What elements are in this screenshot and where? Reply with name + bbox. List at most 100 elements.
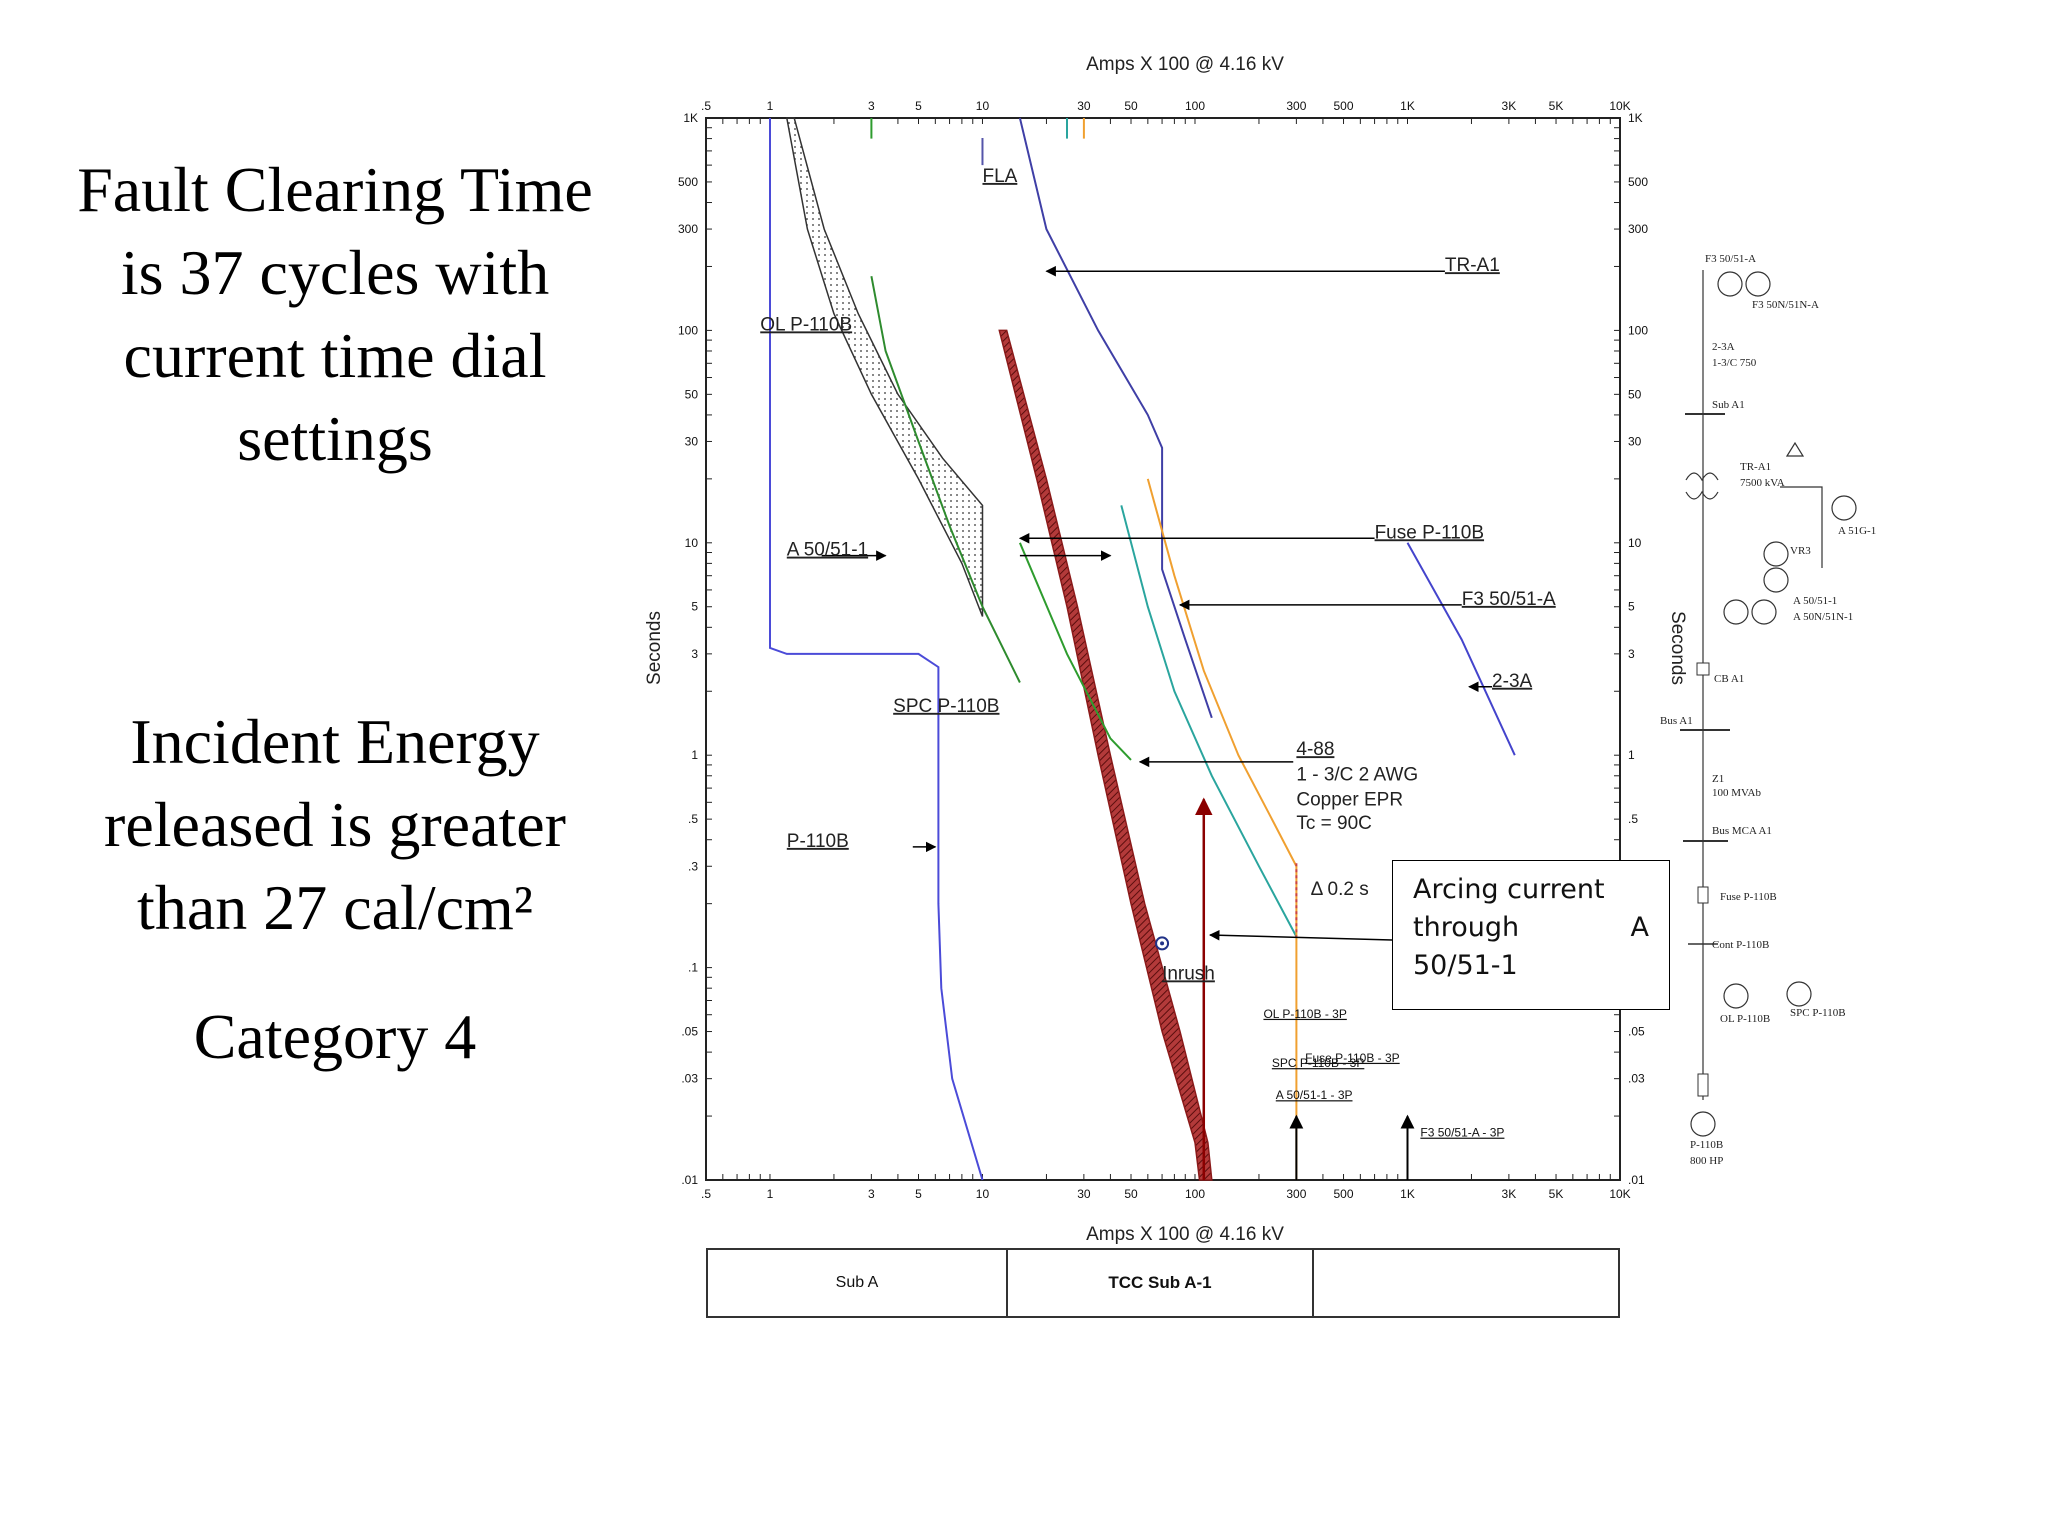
y-tick-label-left: .1: [688, 961, 698, 975]
inrush-point: [1155, 936, 1170, 951]
chart-annotation: F3 50/51-A: [1462, 589, 1556, 610]
relay-icon: [1763, 567, 1789, 593]
motor-icon: [1690, 1111, 1716, 1137]
x-tick-label-top: .5: [701, 99, 711, 113]
chart-annotation: SPC P-110B: [893, 696, 999, 717]
fault-clearing-line: is 37 cycles with: [120, 237, 550, 308]
series-layer: [769, 117, 1516, 1181]
one-line-label: TR-A1: [1740, 461, 1771, 473]
y-tick-label-left: 1: [691, 748, 698, 762]
one-line-label: 7500 kVA: [1740, 477, 1785, 489]
x-tick-label-top: 10K: [1609, 99, 1630, 113]
one-line-label: A 50N/51N-1: [1793, 611, 1853, 623]
one-line-label: A 51G-1: [1838, 525, 1876, 537]
delta-icon: [1785, 441, 1805, 457]
y-axis-label-left: Seconds: [644, 611, 665, 685]
category-text: Category 4: [193, 1001, 477, 1072]
relay-icon: [1831, 495, 1857, 521]
one-line-label: Bus MCA A1: [1712, 825, 1772, 837]
incident-energy-line: Incident Energy: [130, 706, 540, 777]
relay-icon: [1751, 599, 1777, 625]
incident-energy-line: released is greater: [104, 789, 566, 860]
chart-annotation: A 50/51-1: [787, 540, 868, 561]
curve-3p-label: F3 50/51-A - 3P: [1420, 1126, 1504, 1140]
y-tick-label-right: .03: [1628, 1072, 1645, 1086]
footer-blank-cell: [1314, 1248, 1620, 1318]
y-tick-label-right: 1K: [1628, 111, 1643, 125]
one-line-label: SPC P-110B: [1790, 1007, 1846, 1019]
chart-annotation: FLA: [982, 166, 1017, 187]
y-tick-label-right: 50: [1628, 387, 1642, 401]
chart-annotation: 2-3A: [1492, 671, 1532, 692]
curve-a50-51-1-main: [1018, 542, 1132, 761]
x-tick-label-top: 5: [915, 99, 922, 113]
x-tick-label-top: 3: [868, 99, 875, 113]
curve-p110b: [769, 118, 984, 1181]
y-tick-label-left: 1K: [683, 111, 698, 125]
inrush-point-center: [1160, 941, 1165, 946]
x-tick-label-bottom: 500: [1334, 1187, 1354, 1201]
y-tick-label-left: 3: [691, 647, 698, 661]
x-tick-label-bottom: 10: [976, 1187, 990, 1201]
arc-line-1: Arcing current: [1413, 874, 1605, 905]
y-tick-label-left: .01: [681, 1173, 698, 1187]
one-line-label: 1-3/C 750: [1712, 357, 1757, 369]
one-line-label: P-110B: [1690, 1139, 1723, 1151]
one-line-label: 2-3A: [1712, 341, 1735, 353]
x-tick-label-top: 300: [1286, 99, 1306, 113]
annotation-layer: FLA TR-A1 OL P-110B Fuse P-110B A 50/51-1 F3 …: [760, 166, 1556, 1140]
y-tick-label-left: 30: [685, 434, 699, 448]
y-axis-label-right: Seconds: [1667, 611, 1688, 685]
x-tick-label-top: 3K: [1502, 99, 1517, 113]
cable-icon: [1697, 1073, 1709, 1097]
fault-clearing-line: Fault Clearing Time: [77, 154, 593, 225]
y-tick-label-right: 300: [1628, 222, 1648, 236]
y-tick-label-right: 1: [1628, 748, 1635, 762]
x-tick-label-top: 30: [1077, 99, 1091, 113]
y-tick-label-left: 10: [685, 536, 699, 550]
curve-3p-label: A 50/51-1 - 3P: [1276, 1088, 1353, 1102]
relay-icon: [1723, 983, 1749, 1009]
x-tick-label-top: 1K: [1400, 99, 1415, 113]
chart-annotation: 1 - 3/C 2 AWG: [1296, 765, 1418, 786]
x-tick-label-top: 5K: [1549, 99, 1564, 113]
transformer-icon: [1685, 472, 1719, 482]
one-line-label: Bus A1: [1660, 715, 1693, 727]
fault-clearing-line: settings: [237, 403, 433, 474]
chart-annotation: Copper EPR: [1296, 789, 1403, 810]
x-axis-label-bottom: Amps X 100 @ 4.16 kV: [1086, 1224, 1284, 1245]
fuse-icon: [1697, 886, 1709, 904]
y-tick-label-left: .3: [688, 859, 698, 873]
callout-leader: [1208, 930, 1393, 941]
one-line-label: 800 HP: [1690, 1155, 1723, 1167]
y-tick-label-right: 100: [1628, 323, 1648, 337]
chart-annotation: 4-88: [1296, 739, 1334, 760]
x-tick-label-top: 500: [1334, 99, 1354, 113]
x-tick-label-bottom: 5: [915, 1187, 922, 1201]
incident-energy-text: Incident Energy released is greater than 2…: [40, 700, 630, 949]
y-tick-label-left: 5: [691, 600, 698, 614]
y-tick-label-right: 3: [1628, 647, 1635, 661]
x-tick-label-top: 1: [767, 99, 774, 113]
x-tick-label-bottom: 1: [767, 1187, 774, 1201]
y-tick-label-right: 5: [1628, 600, 1635, 614]
curve-3p-label: Fuse P-110B - 3P: [1305, 1051, 1400, 1065]
one-line-label: Z1: [1712, 773, 1724, 785]
chart-annotation: OL P-110B: [760, 314, 852, 335]
footer-sub-cell: Sub A: [706, 1248, 1008, 1318]
fault-clearing-line: current time dial: [123, 320, 547, 391]
y-tick-label-right: 500: [1628, 175, 1648, 189]
y-tick-label-right: 30: [1628, 434, 1642, 448]
x-tick-label-bottom: 30: [1077, 1187, 1091, 1201]
chart-annotation: Inrush: [1162, 963, 1215, 984]
curve-3p-label: OL P-110B - 3P: [1263, 1007, 1346, 1021]
curve-3p-label: SPC P-110B - 3P: [1272, 1056, 1364, 1070]
relay-icon: [1786, 981, 1812, 1007]
breaker-icon: [1696, 662, 1710, 676]
transformer-icon: [1685, 490, 1719, 500]
plot-border: [705, 117, 1621, 1181]
arc-line-3: 50/51-1: [1413, 950, 1518, 981]
one-line-label: Fuse P-110B: [1720, 891, 1777, 903]
relay-icon: [1723, 599, 1749, 625]
